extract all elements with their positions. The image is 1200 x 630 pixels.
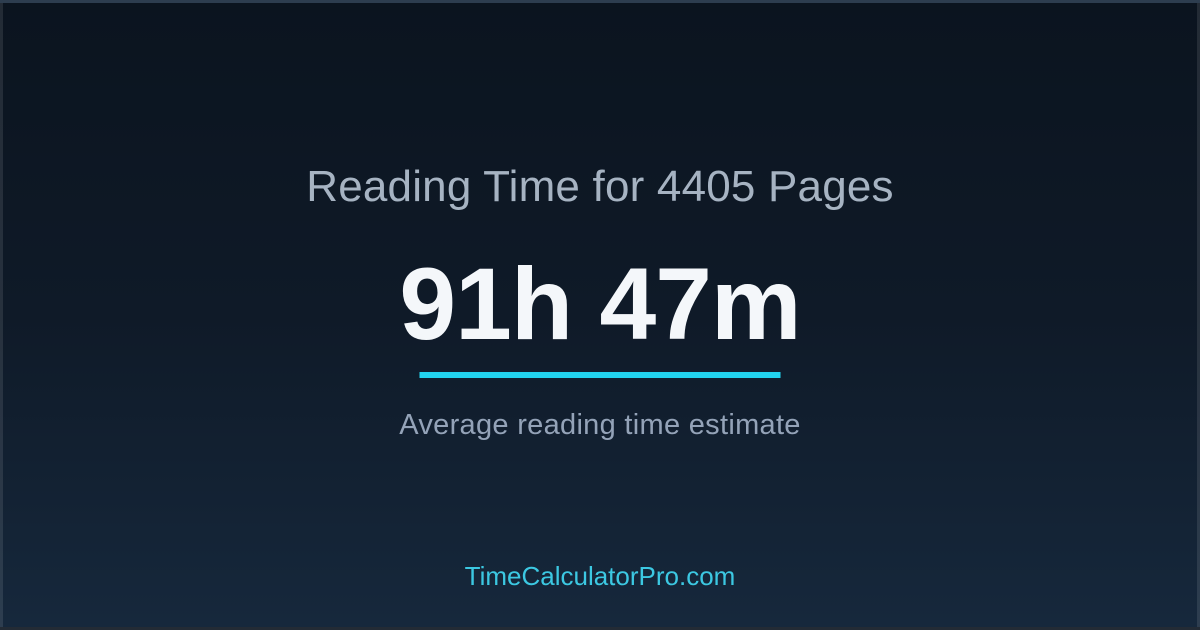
accent-underline: [419, 372, 781, 378]
reading-time-value: 91h 47m: [399, 247, 801, 361]
site-link[interactable]: TimeCalculatorPro.com: [464, 561, 736, 591]
page-title: Reading Time for 4405 Pages: [306, 162, 894, 211]
subtitle: Average reading time estimate: [399, 409, 801, 441]
